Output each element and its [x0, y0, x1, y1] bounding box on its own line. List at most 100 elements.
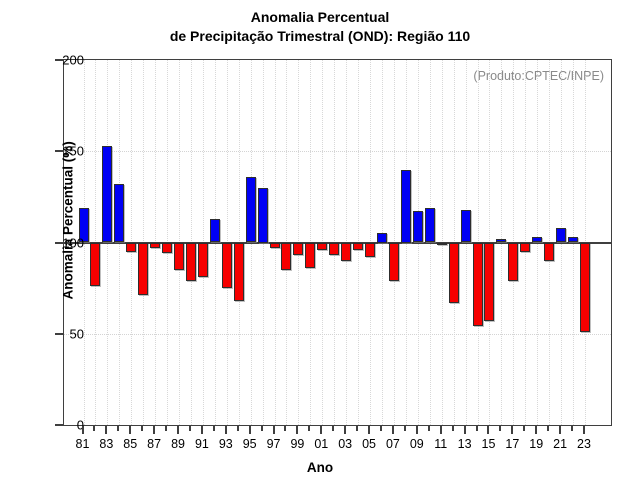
- y-tick-200: [55, 59, 64, 61]
- bar-1991: [197, 242, 208, 278]
- bar-1996: [257, 187, 268, 243]
- bar-2002: [329, 242, 340, 256]
- x-tick-1994: [236, 425, 239, 431]
- bar-1994: [233, 242, 244, 301]
- y-tick-0: [55, 424, 64, 426]
- x-tick-2018: [523, 425, 526, 431]
- bar-2015: [484, 242, 495, 321]
- x-tick-1992: [212, 425, 215, 431]
- x-tick-2017: [511, 425, 514, 434]
- x-tick-2007: [391, 425, 394, 434]
- x-tick-1996: [260, 425, 263, 431]
- x-axis-label: Ano: [306, 460, 334, 475]
- x-tick-1985: [129, 425, 132, 434]
- bar-1983: [102, 145, 113, 243]
- bar-2004: [353, 242, 364, 250]
- x-tick-1986: [141, 425, 144, 431]
- y-tick-label-50: 50: [69, 326, 84, 342]
- bar-1998: [281, 242, 292, 270]
- x-tick-2009: [415, 425, 418, 434]
- bar-2017: [508, 242, 519, 281]
- bar-1987: [150, 242, 161, 248]
- x-tick-2015: [487, 425, 490, 434]
- x-tick-label-2017: 17: [505, 437, 520, 451]
- bar-2003: [341, 242, 352, 261]
- x-tick-label-2019: 19: [529, 437, 544, 451]
- bar-2011: [436, 242, 447, 245]
- bar-1981: [78, 207, 89, 243]
- x-tick-1998: [284, 425, 287, 431]
- bar-1989: [174, 242, 185, 270]
- x-tick-2021: [559, 425, 562, 434]
- x-tick-1999: [296, 425, 299, 434]
- bar-2020: [544, 242, 555, 261]
- x-tick-2016: [499, 425, 502, 431]
- x-tick-label-2013: 13: [457, 437, 472, 451]
- x-tick-label-1997: 97: [266, 437, 281, 451]
- gridline-50: [64, 333, 611, 335]
- x-tick-label-2015: 15: [481, 437, 496, 451]
- x-tick-2004: [356, 425, 359, 431]
- x-tick-2013: [463, 425, 466, 434]
- x-tick-1995: [248, 425, 251, 434]
- bar-2007: [388, 242, 399, 281]
- x-tick-1983: [105, 425, 108, 434]
- y-tick-label-100: 100: [62, 235, 84, 250]
- x-tick-1993: [224, 425, 227, 434]
- x-tick-label-1991: 91: [194, 437, 209, 451]
- chart-title-line-1: Anomalia Percentual: [250, 9, 390, 25]
- plot-area: (Produto:CPTEC/INPE) Anomalia Percentual…: [55, 59, 612, 426]
- x-tick-2005: [368, 425, 371, 434]
- bar-2016: [496, 238, 507, 243]
- x-tick-2003: [344, 425, 347, 434]
- x-tick-label-1981: 81: [75, 437, 90, 451]
- x-tick-label-2001: 01: [314, 437, 329, 451]
- x-tick-2006: [380, 425, 382, 431]
- bar-1990: [185, 242, 196, 281]
- x-tick-label-1993: 93: [218, 437, 233, 451]
- bar-2014: [472, 242, 483, 327]
- bar-2018: [520, 242, 531, 252]
- y-tick-label-150: 150: [62, 143, 84, 159]
- bar-2010: [424, 207, 435, 243]
- bar-2009: [412, 211, 423, 243]
- bar-2000: [305, 242, 316, 269]
- bar-1985: [126, 242, 137, 252]
- x-tick-1989: [177, 425, 180, 434]
- x-tick-1984: [117, 425, 120, 431]
- x-tick-2014: [475, 425, 478, 431]
- bar-1992: [209, 218, 220, 243]
- x-tick-label-1999: 99: [290, 437, 305, 451]
- x-tick-2000: [308, 425, 311, 431]
- x-tick-1997: [272, 425, 275, 434]
- x-tick-2019: [535, 425, 538, 434]
- x-tick-2023: [582, 425, 585, 434]
- bar-2005: [365, 242, 376, 258]
- bar-1982: [90, 242, 101, 287]
- x-tick-label-2011: 11: [434, 437, 448, 451]
- x-tick-label-2021: 21: [553, 437, 568, 451]
- x-tick-1990: [188, 425, 191, 431]
- y-tick-150: [55, 150, 64, 153]
- x-tick-label-1985: 85: [123, 437, 138, 451]
- x-tick-label-1989: 89: [171, 437, 185, 451]
- x-tick-label-1987: 87: [147, 437, 162, 451]
- x-tick-1988: [165, 425, 168, 431]
- x-tick-label-2023: 23: [577, 437, 591, 451]
- bar-1997: [269, 242, 280, 248]
- bar-2013: [460, 209, 471, 243]
- x-tick-1982: [93, 425, 96, 431]
- x-tick-2020: [547, 425, 550, 431]
- x-tick-2008: [403, 425, 406, 431]
- bar-1993: [221, 242, 232, 289]
- x-tick-2022: [571, 425, 574, 431]
- x-tick-label-2009: 09: [409, 437, 424, 451]
- x-tick-1987: [153, 425, 156, 434]
- gridline-150: [64, 151, 611, 153]
- chart-title-line-2: de Precipitação Trimestral (OND): Região…: [169, 28, 471, 44]
- x-tick-label-1983: 83: [99, 437, 114, 451]
- y-tick-100: [55, 241, 64, 244]
- x-tick-1981: [81, 425, 84, 434]
- source-annotation: (Produto:CPTEC/INPE): [473, 69, 604, 83]
- bar-2021: [556, 227, 567, 243]
